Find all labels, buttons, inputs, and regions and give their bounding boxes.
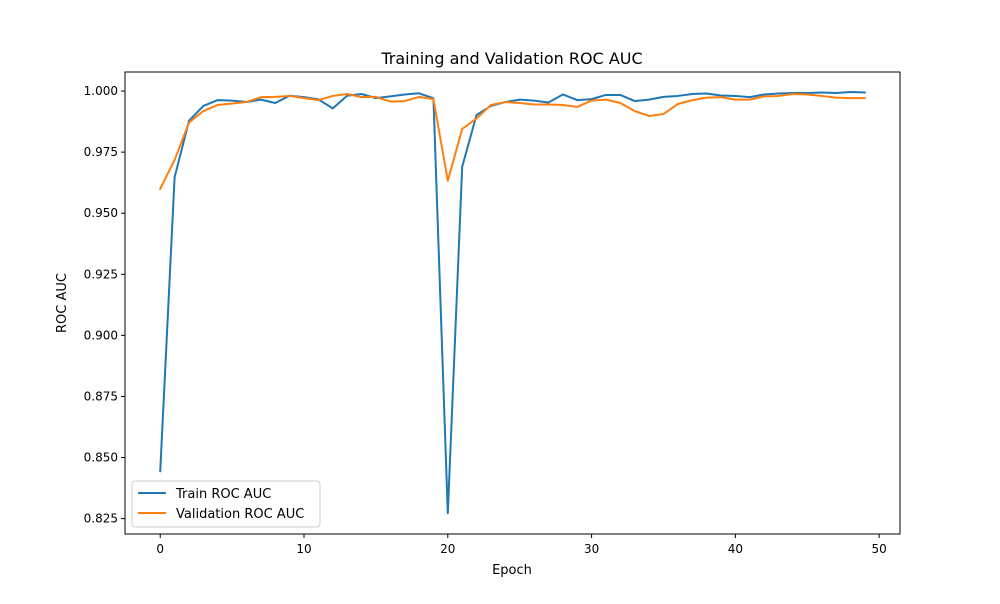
y-tick-label: 1.000 — [84, 84, 118, 98]
y-axis-label: ROC AUC — [55, 273, 70, 333]
x-axis-ticks: 0 10 20 30 40 50 — [156, 534, 887, 556]
x-tick-label: 10 — [296, 542, 311, 556]
y-tick-label: 0.950 — [84, 206, 118, 220]
legend-box — [131, 480, 321, 528]
x-tick-label: 20 — [440, 542, 455, 556]
x-tick-label: 0 — [156, 542, 164, 556]
legend-label-validation: Validation ROC AUC — [176, 507, 304, 522]
legend: Train ROC AUC Validation ROC AUC — [131, 480, 321, 528]
legend-label-train: Train ROC AUC — [175, 487, 271, 502]
y-tick-label: 0.975 — [84, 145, 118, 159]
y-axis-ticks: 0.825 0.850 0.875 0.900 0.925 0.950 0.975 1.000 — [84, 84, 125, 526]
series-line-validation-roc-auc — [158, 92, 866, 191]
y-tick-label: 0.850 — [84, 451, 118, 465]
series-layer — [158, 91, 866, 515]
chart-title: Training and Validation ROC AUC — [380, 49, 642, 68]
x-tick-label: 50 — [872, 542, 887, 556]
x-tick-label: 30 — [584, 542, 599, 556]
series-line-train-roc-auc — [159, 91, 866, 515]
y-tick-label: 0.825 — [84, 512, 118, 526]
plot-area-frame — [124, 71, 901, 535]
y-tick-label: 0.900 — [84, 328, 118, 342]
y-tick-label: 0.875 — [84, 389, 118, 403]
y-tick-label: 0.925 — [84, 267, 118, 281]
x-tick-label: 40 — [728, 542, 743, 556]
x-axis-label: Epoch — [492, 563, 532, 578]
